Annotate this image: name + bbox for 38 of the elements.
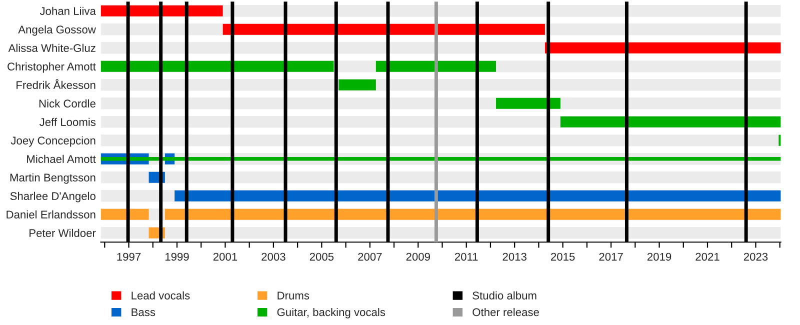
y-tick-label: Christopher Amott xyxy=(8,62,96,73)
y-tick-label: Nick Cordle xyxy=(39,99,96,108)
bar xyxy=(338,79,376,90)
x-tick-label: 2017 xyxy=(599,252,623,261)
x-tick-label: 1999 xyxy=(165,252,189,261)
x-tick-label: 2007 xyxy=(358,252,382,261)
x-tick-label: 2019 xyxy=(647,252,672,261)
y-tick-label: Fredrik Åkesson xyxy=(16,79,96,90)
legend-label: Other release xyxy=(472,308,539,316)
bar xyxy=(100,208,149,220)
y-tick-label: Angela Gossow xyxy=(18,25,96,36)
legend-label: Lead vocals xyxy=(132,291,190,300)
legend-label: Drums xyxy=(278,292,310,300)
y-tick-label: Martin Bengtsson xyxy=(10,173,96,184)
x-tick-label: 2023 xyxy=(744,252,768,261)
legend-label: Bass xyxy=(132,308,156,316)
y-tick-label: Peter Wildoer xyxy=(30,228,96,238)
x-tick-label: 2003 xyxy=(262,252,286,261)
y-tick-label: Johan Liiva xyxy=(40,6,96,16)
x-tick-label: 2015 xyxy=(551,252,575,261)
y-tick-label: Joey Concepcion xyxy=(10,136,96,147)
bar xyxy=(496,98,560,109)
x-tick-label: 1997 xyxy=(117,252,141,261)
y-tick-label: Jeff Loomis xyxy=(39,118,96,126)
x-tick-label: 2001 xyxy=(213,252,238,261)
legend-label: Studio album xyxy=(472,291,536,300)
x-tick-label: 2009 xyxy=(406,252,430,261)
bar xyxy=(376,60,496,72)
legend-label: Guitar, backing vocals xyxy=(277,308,386,318)
y-tick-label: Daniel Erlandsson xyxy=(6,210,96,219)
x-tick-label: 2013 xyxy=(502,252,526,261)
bar xyxy=(560,116,781,128)
y-tick-label: Alissa White-Gluz xyxy=(8,44,96,52)
y-tick-label: Michael Amott xyxy=(27,154,96,164)
x-tick-label: 2021 xyxy=(696,252,720,261)
y-tick-label: Sharlee D'Angelo xyxy=(10,192,96,202)
x-tick-label: 2011 xyxy=(454,252,478,261)
x-tick-label: 2005 xyxy=(310,252,334,261)
